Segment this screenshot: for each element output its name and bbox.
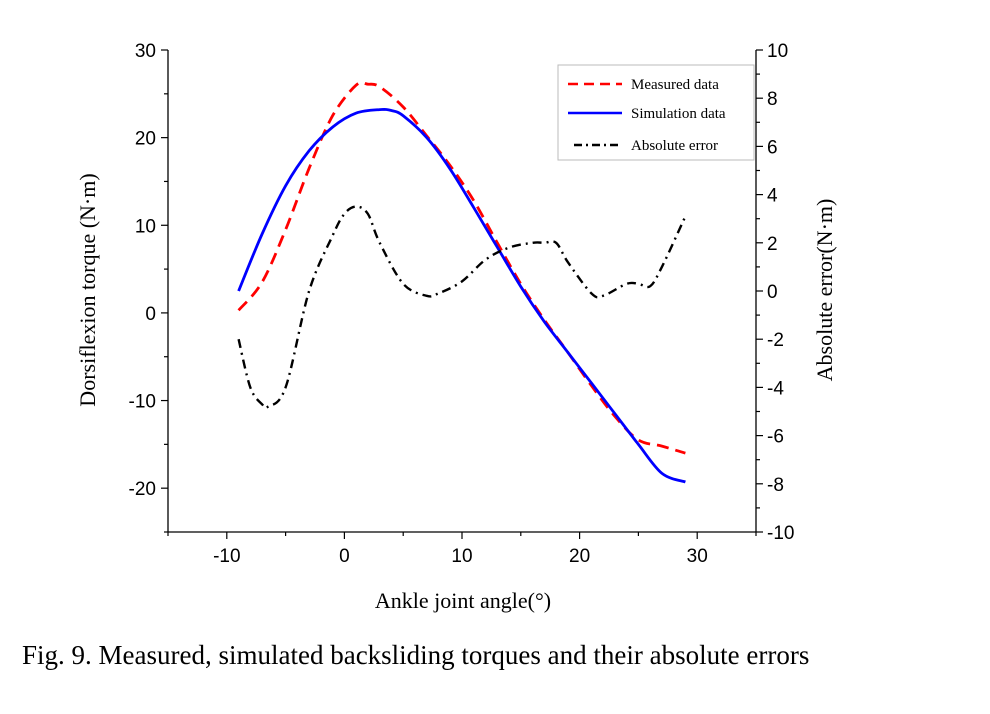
y2-tick-label: -6 <box>767 427 784 448</box>
series-simulation-line <box>237 108 686 484</box>
x-tick-label: 30 <box>687 546 708 567</box>
legend: Measured data Simulation data Absolute e… <box>557 64 755 161</box>
x-axis-title: Ankle joint angle(°) <box>375 588 551 613</box>
y2-tick-label: -8 <box>767 475 784 496</box>
y2-tick-label: 0 <box>767 282 778 303</box>
legend-label-simulation: Simulation data <box>631 106 726 122</box>
y2-tick-label: 8 <box>767 89 778 110</box>
legend-label-measured: Measured data <box>631 77 719 93</box>
y-tick-label: 10 <box>135 216 156 237</box>
y-tick-label: 20 <box>135 129 156 150</box>
y2-tick-label: -4 <box>767 378 784 399</box>
series-error-line <box>237 205 687 410</box>
y-tick-label: 30 <box>135 41 156 62</box>
y-tick-label: -10 <box>129 392 156 413</box>
y2-axis-title: Absolute error(N·m) <box>812 199 837 382</box>
x-tick-label: -10 <box>213 546 240 567</box>
figure-caption: Fig. 9. Measured, simulated backsliding … <box>22 640 810 670</box>
y2-tick-label: -2 <box>767 330 784 351</box>
y-tick-label: -20 <box>129 479 156 500</box>
y-axis-title: Dorsiflexion torque (N·m) <box>75 173 100 406</box>
y2-tick-label: 2 <box>767 234 778 255</box>
y2-tick-label: 10 <box>767 41 788 62</box>
legend-label-error: Absolute error <box>631 138 718 154</box>
x-tick-label: 10 <box>451 546 472 567</box>
y2-tick-label: 6 <box>767 137 778 158</box>
y2-tick-label: -10 <box>767 523 794 544</box>
axis-ticks: -10 0 10 20 30-20-100102030-10-8-6-4-2024681… <box>129 41 795 567</box>
chart: -10 0 10 20 30-20-100102030-10-8-6-4-2024681… <box>75 41 837 613</box>
y-tick-label: 0 <box>145 304 156 325</box>
plot-area <box>237 81 687 484</box>
y2-tick-label: 4 <box>767 186 778 207</box>
x-tick-label: 20 <box>569 546 590 567</box>
series-measured-line <box>237 81 686 455</box>
x-tick-label: 0 <box>339 546 350 567</box>
